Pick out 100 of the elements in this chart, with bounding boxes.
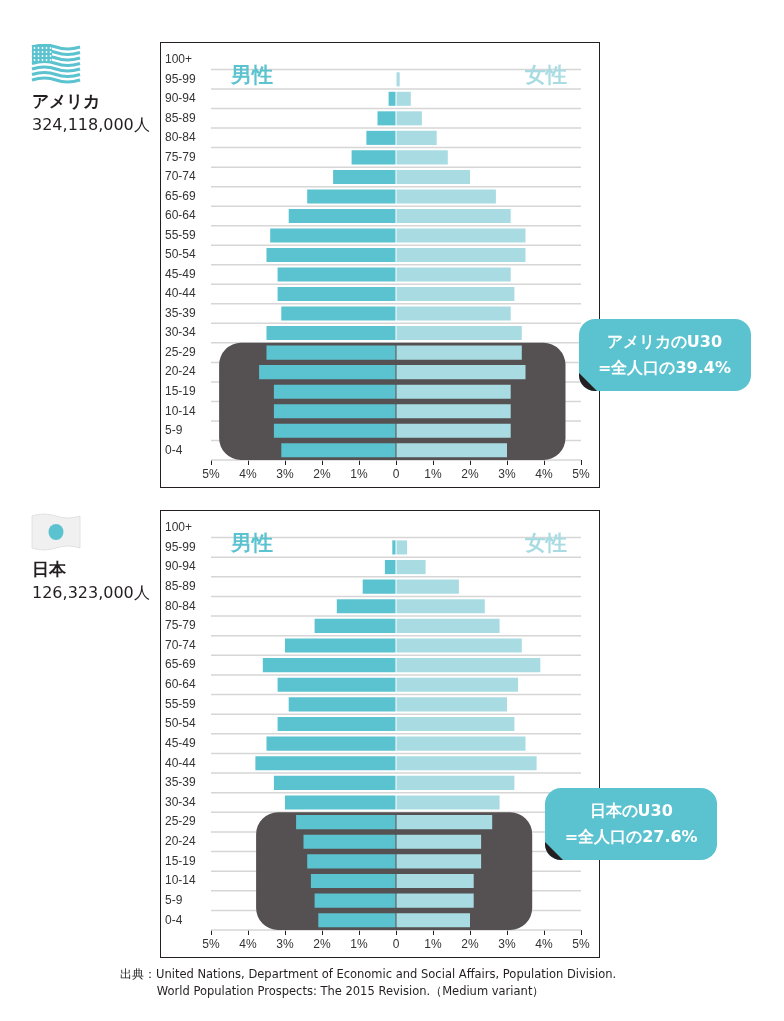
y-tick-label: 95-99 (165, 71, 197, 86)
bar (396, 697, 507, 712)
bar (318, 913, 396, 928)
y-tick-label: 25-29 (165, 814, 197, 829)
bar (277, 267, 396, 282)
bar (396, 208, 511, 223)
bar (307, 189, 396, 204)
y-tick-label: 45-49 (165, 266, 197, 281)
bar (396, 795, 500, 810)
x-tick-label: 1% (350, 936, 368, 951)
y-tick-label: 60-64 (165, 208, 197, 223)
y-tick-label: 100+ (165, 520, 193, 535)
x-tick-label: 4% (239, 466, 257, 481)
bar (396, 559, 426, 575)
bar (351, 150, 396, 165)
x-tick-label: 2% (313, 936, 331, 951)
bar (384, 559, 396, 575)
y-tick-label: 5-9 (165, 892, 183, 907)
bar (396, 658, 541, 673)
y-tick-label: 60-64 (165, 677, 197, 692)
bar (266, 345, 396, 360)
bar (396, 756, 537, 771)
text: 女性 (524, 530, 567, 555)
bar (288, 697, 396, 712)
y-tick-label: 95-99 (165, 539, 197, 554)
y-tick-label: 0-4 (165, 442, 183, 457)
x-tick-label: 0 (392, 466, 400, 481)
bar (396, 306, 511, 321)
bar (396, 404, 511, 419)
y-tick-label: 10-14 (165, 403, 197, 418)
bar (255, 756, 396, 771)
bar (396, 72, 400, 87)
bar (333, 169, 396, 184)
bar (262, 658, 396, 673)
bar (310, 873, 396, 889)
x-tick-label: 3% (276, 466, 294, 481)
bar (366, 130, 396, 145)
bar (396, 384, 511, 399)
bar (396, 287, 515, 302)
bar (273, 423, 396, 438)
bar (281, 306, 396, 321)
band-label: アメリカのU30 =全人口の39.4% (597, 330, 732, 379)
bar (396, 716, 515, 732)
y-tick-label: 0-4 (165, 912, 183, 927)
x-tick-label: 5% (572, 936, 590, 951)
y-tick-label: 25-29 (165, 344, 197, 359)
x-tick-label: 4% (535, 936, 553, 951)
bar (266, 247, 396, 263)
bar (396, 579, 459, 594)
x-tick-label: 5% (202, 936, 220, 951)
bar (303, 834, 396, 849)
bar (396, 111, 422, 126)
y-tick-label: 5-9 (165, 423, 183, 438)
y-tick-label: 80-84 (165, 130, 197, 145)
y-tick-label: 75-79 (165, 149, 197, 164)
text: 男性 (230, 530, 273, 555)
y-tick-label: 55-59 (165, 227, 197, 242)
bar (396, 365, 526, 380)
y-tick-label: 40-44 (165, 755, 197, 770)
bar (266, 326, 396, 341)
y-tick-label: 85-89 (165, 110, 197, 125)
y-tick-label: 20-24 (165, 834, 197, 849)
y-tick-label: 20-24 (165, 364, 197, 379)
y-tick-label: 45-49 (165, 735, 197, 750)
bar (396, 815, 493, 830)
x-tick-label: 3% (498, 936, 516, 951)
bar (277, 716, 396, 732)
bar (259, 365, 396, 380)
y-tick-label: 15-19 (165, 853, 197, 868)
x-tick-label: 1% (424, 936, 442, 951)
bar (396, 599, 485, 614)
bar (396, 130, 437, 145)
y-tick-label: 30-34 (165, 325, 197, 340)
bar (392, 540, 396, 555)
bar (277, 677, 396, 692)
x-tick-label: 1% (350, 466, 368, 481)
y-tick-label: 75-79 (165, 618, 197, 633)
bar (377, 111, 396, 126)
y-tick-label: 85-89 (165, 578, 197, 593)
y-tick-label: 15-19 (165, 383, 197, 398)
bar (270, 228, 396, 243)
bar (362, 579, 396, 594)
y-tick-label: 90-94 (165, 91, 197, 106)
text: アメリカ (32, 90, 100, 113)
y-tick-label: 90-94 (165, 559, 197, 574)
bar (396, 326, 522, 341)
bar (273, 775, 396, 790)
bar (396, 893, 474, 908)
bar (266, 736, 396, 751)
bar (396, 540, 408, 555)
bar (396, 834, 482, 849)
bar (288, 208, 396, 223)
bar (273, 404, 396, 419)
bar (396, 91, 411, 106)
y-tick-label: 100+ (165, 52, 193, 67)
y-tick-label: 40-44 (165, 286, 197, 301)
bar (273, 384, 396, 399)
bar (396, 677, 519, 692)
bar (396, 345, 522, 360)
y-tick-label: 70-74 (165, 169, 197, 184)
